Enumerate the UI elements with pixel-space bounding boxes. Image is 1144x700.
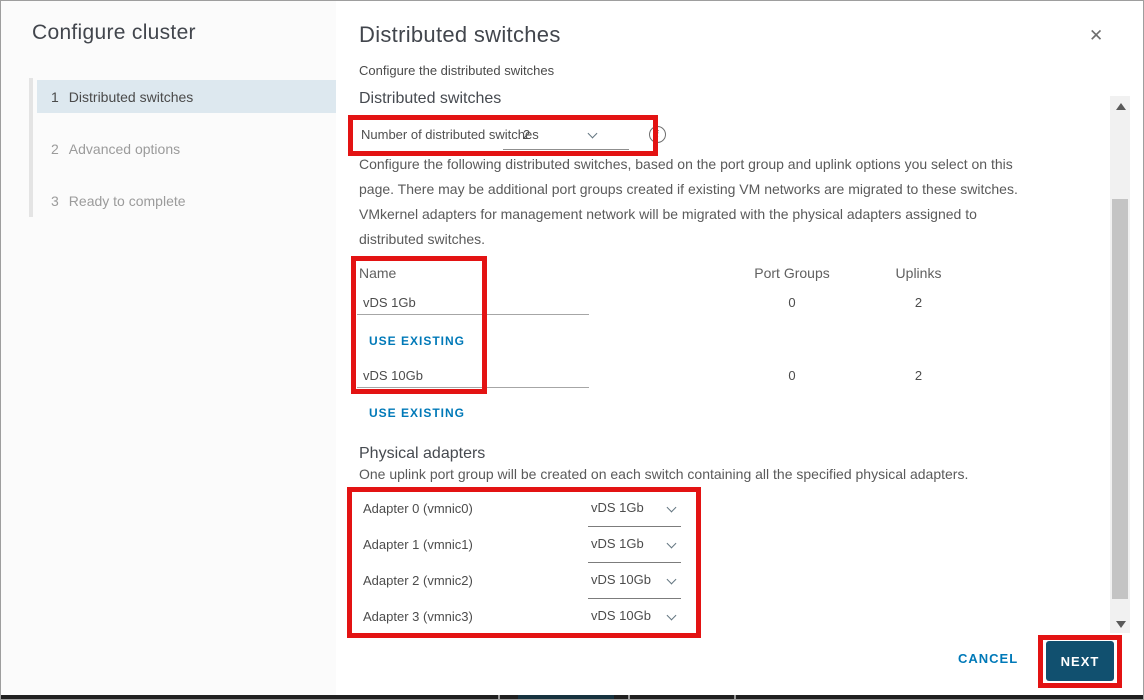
sidebar-step-distributed-switches[interactable]: 1 Distributed switches xyxy=(37,80,336,113)
uplinks-value: 2 xyxy=(914,295,923,310)
switch-count-select[interactable]: 2 xyxy=(503,121,629,150)
use-existing-link[interactable]: USE EXISTING xyxy=(369,334,466,348)
next-button[interactable]: NEXT xyxy=(1046,641,1114,681)
chevron-down-icon xyxy=(666,610,677,621)
switch-count-value: 2 xyxy=(523,127,531,142)
select-underline xyxy=(588,562,681,563)
info-icon[interactable]: i xyxy=(649,126,666,143)
background-page-edge xyxy=(1,695,1143,699)
chevron-down-icon xyxy=(587,128,598,139)
port-groups-value: 0 xyxy=(788,295,796,310)
adapter-label: Adapter 3 (vmnic3) xyxy=(363,609,473,624)
column-header-name: Name xyxy=(359,265,397,281)
switches-description-line: page. There may be additional port group… xyxy=(359,181,1018,197)
step-number: 2 xyxy=(51,140,59,157)
select-underline-focused xyxy=(588,634,681,636)
column-header-uplinks: Uplinks xyxy=(895,265,942,281)
adapters-description: One uplink port group will be created on… xyxy=(359,466,969,482)
sidebar-step-ready-to-complete[interactable]: 3 Ready to complete xyxy=(37,184,336,217)
switches-description-line: VMkernel adapters for management network… xyxy=(359,206,977,222)
adapter-select-value: vDS 1Gb xyxy=(591,536,644,551)
step-label: Advanced options xyxy=(68,140,181,157)
adapter-select-value: vDS 1Gb xyxy=(591,500,644,515)
switch-name-input[interactable] xyxy=(357,293,589,315)
select-underline xyxy=(588,598,681,599)
adapter-select-value: vDS 10Gb xyxy=(591,572,651,587)
select-underline xyxy=(503,149,629,150)
adapter-select-value: vDS 10Gb xyxy=(591,608,651,623)
adapter-label: Adapter 0 (vmnic0) xyxy=(363,501,473,516)
step-rail xyxy=(29,78,33,217)
step-label: Ready to complete xyxy=(68,192,186,209)
chevron-down-icon xyxy=(666,538,677,549)
scrollbar-down-arrow-icon[interactable] xyxy=(1116,621,1126,628)
adapter-label: Adapter 1 (vmnic1) xyxy=(363,537,473,552)
switches-section-heading: Distributed switches xyxy=(359,90,502,107)
switch-count-label: Number of distributed switches xyxy=(361,127,539,142)
adapter-switch-select[interactable]: vDS 1Gb xyxy=(588,536,681,563)
switches-description-line: Configure the following distributed swit… xyxy=(359,156,1013,172)
switches-description-line: distributed switches. xyxy=(359,231,486,247)
wizard-title: Configure cluster xyxy=(32,21,196,44)
chevron-down-icon xyxy=(666,502,677,513)
chevron-down-icon xyxy=(666,574,677,585)
step-number: 1 xyxy=(51,88,59,105)
use-existing-link[interactable]: USE EXISTING xyxy=(369,406,466,420)
adapter-label: Adapter 2 (vmnic2) xyxy=(363,573,473,588)
uplinks-value: 2 xyxy=(914,368,923,383)
port-groups-value: 0 xyxy=(788,368,796,383)
wizard-sidebar: Configure cluster 1 Distributed switches… xyxy=(1,1,336,695)
switch-name-input[interactable] xyxy=(357,366,589,388)
close-icon[interactable]: ✕ xyxy=(1089,26,1104,45)
scrollbar-thumb[interactable] xyxy=(1112,199,1128,599)
step-label: Distributed switches xyxy=(68,88,194,105)
column-header-port-groups: Port Groups xyxy=(754,265,830,281)
adapters-section-heading: Physical adapters xyxy=(359,445,486,462)
adapter-switch-select[interactable]: vDS 10Gb xyxy=(588,608,681,636)
page-title: Distributed switches xyxy=(359,22,561,47)
sidebar-step-advanced-options[interactable]: 2 Advanced options xyxy=(37,132,336,165)
background-taskbar-segment xyxy=(518,695,614,699)
adapter-switch-select[interactable]: vDS 10Gb xyxy=(588,572,681,599)
select-underline xyxy=(588,526,681,527)
page-subtitle: Configure the distributed switches xyxy=(359,63,555,78)
cancel-button[interactable]: CANCEL xyxy=(958,651,1019,666)
adapter-switch-select[interactable]: vDS 1Gb xyxy=(588,500,681,527)
scrollbar-up-arrow-icon[interactable] xyxy=(1116,103,1126,110)
step-number: 3 xyxy=(51,192,59,209)
